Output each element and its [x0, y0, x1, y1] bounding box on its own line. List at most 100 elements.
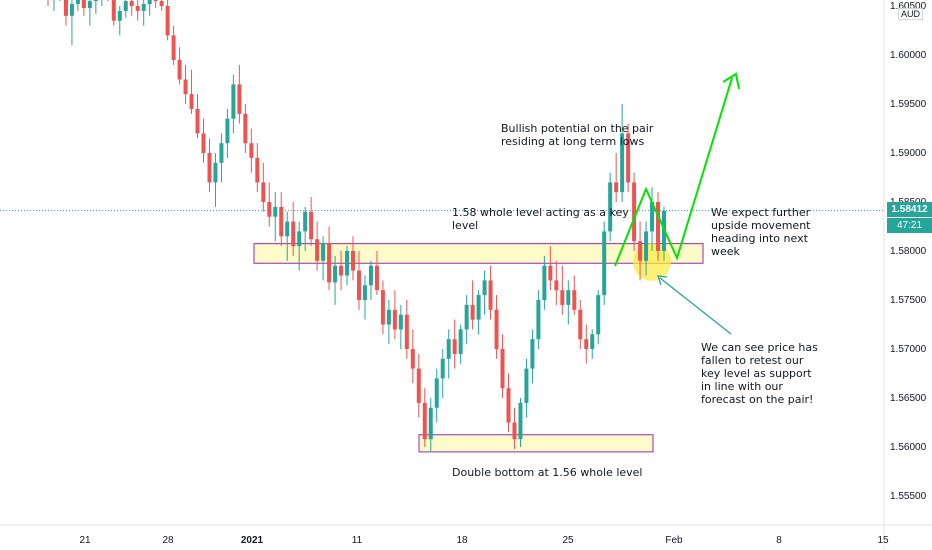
candle-body: [470, 304, 475, 320]
candle-body: [267, 202, 272, 217]
y-tick-label: 1.60000: [890, 50, 927, 61]
candle-body: [362, 285, 367, 300]
x-tick-label: 15: [877, 535, 889, 546]
candle-body: [368, 265, 373, 286]
candle-body: [452, 339, 457, 354]
candle-body: [81, 0, 86, 8]
candle-body: [458, 329, 463, 354]
candle-body: [392, 309, 397, 330]
candle-body: [464, 304, 469, 330]
candle-body: [416, 368, 421, 403]
candle-body: [225, 118, 230, 144]
forecast-line: [614, 77, 733, 267]
x-tick-label: 25: [562, 535, 574, 546]
support-zone-rect: [253, 243, 704, 264]
candle-body: [542, 265, 547, 300]
candle-body: [374, 265, 379, 291]
candle-body: [351, 251, 356, 271]
candle-body: [596, 295, 601, 335]
candle-body: [69, 4, 74, 16]
candle-body: [303, 211, 308, 232]
pointer-arrowhead: [657, 275, 668, 286]
candle-body: [500, 349, 505, 389]
y-tick-label: 1.57500: [890, 295, 927, 306]
candle-body: [147, 0, 152, 5]
x-tick-label: 8: [776, 535, 782, 546]
candle-body: [243, 113, 248, 144]
support-zones: [253, 243, 704, 453]
candle-body: [333, 265, 338, 283]
candle-body: [590, 334, 595, 349]
candle-body: [428, 407, 433, 440]
candle-body: [506, 388, 511, 423]
candle-body: [560, 290, 565, 305]
candle-body: [171, 35, 176, 60]
candle-body: [213, 162, 218, 183]
candle-body: [279, 206, 284, 237]
candle-body: [638, 241, 643, 261]
annotation-key-level: 1.58 whole level acting as a key level: [452, 206, 629, 232]
candle-body: [554, 280, 559, 291]
candle-body: [650, 202, 655, 232]
candle-body: [237, 84, 242, 114]
candle-body: [656, 202, 661, 251]
time-axis[interactable]: 21 28 2021 11 18 25 Feb 8 15: [79, 535, 889, 546]
candlesticks: [47, 0, 666, 452]
candle-body: [117, 10, 122, 21]
candle-body: [231, 84, 236, 119]
countdown-badge: 47:21: [887, 218, 932, 233]
candle-body: [63, 0, 68, 16]
candle-body: [129, 1, 134, 7]
pointer-arrow: [657, 275, 732, 335]
x-tick-label: Feb: [665, 535, 683, 546]
candle-body: [548, 265, 553, 281]
y-tick-label: 1.56500: [890, 393, 927, 404]
x-tick-label: 28: [162, 535, 174, 546]
y-tick-label: 1.55500: [890, 491, 927, 502]
x-tick-label: 2021: [241, 535, 264, 546]
candle-body: [123, 1, 128, 11]
x-tick-label: 18: [456, 535, 468, 546]
candle-body: [297, 231, 302, 247]
candle-body: [398, 314, 403, 330]
candle-body: [201, 133, 206, 153]
price-axis[interactable]: 1.605001.600001.595001.590001.585001.580…: [890, 1, 927, 502]
candle-body: [219, 143, 224, 163]
retest-highlight: [633, 243, 671, 281]
candle-body: [291, 221, 296, 247]
candle-body: [482, 280, 487, 296]
candle-body: [75, 0, 80, 5]
candle-body: [476, 295, 481, 320]
candle-body: [195, 108, 200, 134]
candle-body: [434, 378, 439, 408]
candle-body: [536, 300, 541, 340]
candle-body: [189, 94, 194, 109]
candle-body: [386, 309, 391, 325]
candle-body: [626, 133, 631, 183]
candle-body: [566, 290, 571, 305]
candle-body: [159, 1, 164, 7]
candle-body: [620, 133, 625, 193]
candle-body: [632, 182, 637, 242]
y-tick-label: 1.58000: [890, 246, 927, 257]
candle-body: [518, 402, 523, 440]
candle-body: [644, 231, 649, 261]
candle-body: [494, 309, 499, 349]
candle-body: [530, 339, 535, 369]
candle-body: [356, 270, 361, 300]
candle-body: [524, 368, 529, 403]
candle-body: [572, 290, 577, 310]
candle-body: [261, 182, 266, 202]
candle-body: [309, 211, 314, 240]
candle-body: [602, 231, 607, 296]
candle-body: [87, 1, 92, 8]
x-tick-label: 11: [352, 535, 363, 546]
candle-body: [93, 0, 98, 2]
highlight-circle: [633, 243, 671, 281]
y-tick-label: 1.59000: [890, 148, 927, 159]
candle-body: [584, 339, 589, 349]
candle-body: [207, 153, 212, 183]
candle-body: [249, 143, 254, 158]
annotation-double-bottom: Double bottom at 1.56 whole level: [452, 466, 643, 479]
